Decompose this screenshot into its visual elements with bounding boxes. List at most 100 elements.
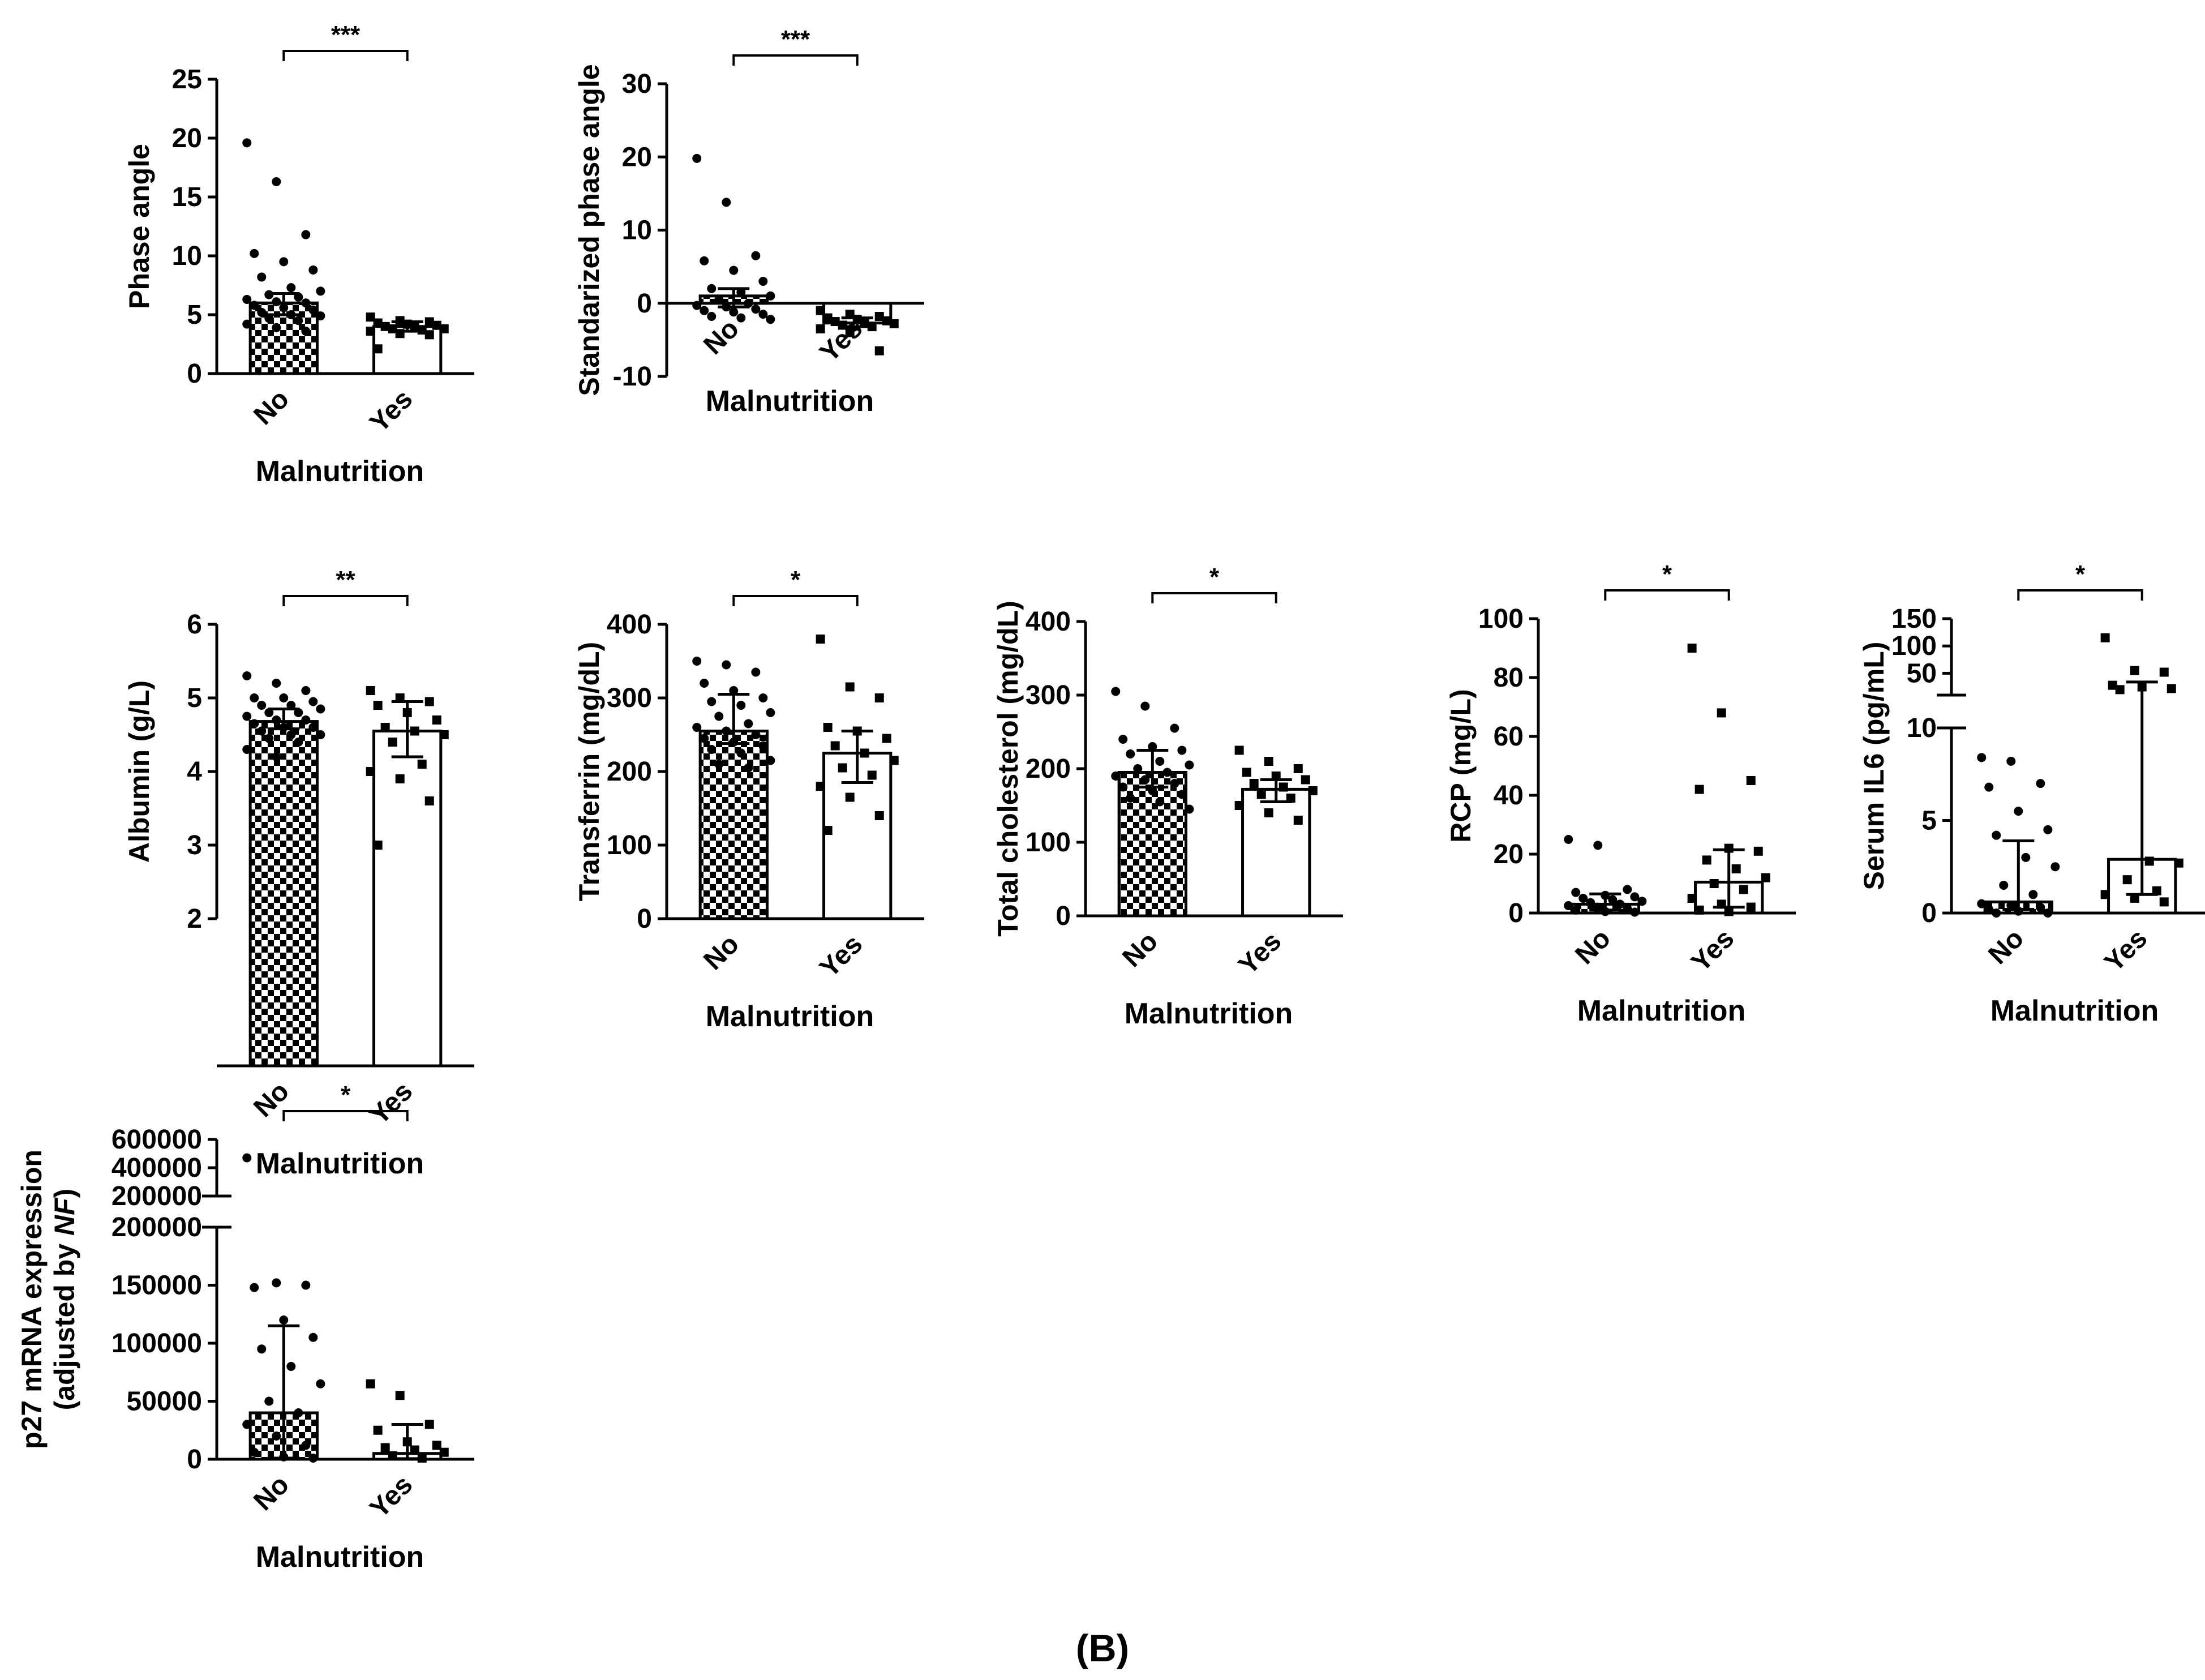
data-point-no	[1177, 745, 1187, 755]
data-point-yes	[1249, 779, 1259, 788]
y-tick-label: 60	[1494, 722, 1524, 752]
data-point-no	[1126, 794, 1135, 803]
data-point-no	[257, 272, 267, 282]
data-point-yes	[395, 774, 405, 783]
data-point-yes	[874, 811, 884, 820]
data-point-no	[242, 712, 252, 721]
y-axis-label: Total cholesterol (mg/dL)	[992, 601, 1024, 937]
data-point-yes	[424, 317, 434, 327]
data-point-no	[272, 323, 281, 332]
data-point-yes	[2100, 890, 2110, 899]
data-point-no	[1999, 880, 2009, 890]
data-point-yes	[816, 782, 825, 791]
data-point-yes	[395, 1391, 405, 1400]
data-point-yes	[1739, 885, 1748, 894]
data-point-no	[301, 230, 311, 239]
data-point-no	[316, 730, 325, 739]
data-point-yes	[1293, 764, 1303, 773]
y-tick-label: 80	[1494, 663, 1524, 693]
data-point-yes	[2122, 875, 2132, 885]
chart-3: 2 3 4 5 6 ** No Yes Malnutrition Albumin (g/L)	[123, 566, 474, 1180]
data-point-no	[272, 297, 281, 307]
data-point-no	[264, 1396, 274, 1406]
data-point-no	[1578, 894, 1588, 903]
data-point-yes	[1687, 894, 1697, 903]
data-point-yes	[1234, 745, 1244, 755]
data-point-no	[1170, 779, 1179, 788]
data-point-no	[1623, 885, 1632, 894]
y-tick-label: 10	[1907, 713, 1937, 743]
x-tick-label-yes: Yes	[1685, 923, 1740, 978]
data-point-no	[1185, 804, 1194, 814]
data-point-no	[2043, 908, 2053, 918]
y-tick-label: 400000	[111, 1153, 202, 1183]
data-point-no	[242, 1420, 252, 1429]
data-point-no	[257, 1344, 267, 1354]
data-point-yes	[380, 723, 390, 732]
data-point-no	[279, 257, 289, 267]
data-point-no	[736, 701, 746, 710]
data-point-no	[2006, 901, 2016, 910]
data-point-yes	[1234, 801, 1244, 810]
data-point-no	[1155, 757, 1165, 766]
y-tick-label: 100	[607, 830, 652, 860]
data-point-yes	[882, 734, 891, 743]
data-point-no	[308, 697, 318, 706]
data-point-no	[744, 719, 753, 728]
y-tick-label: 100	[1478, 604, 1524, 634]
data-point-no	[1564, 901, 1573, 910]
x-tick-label-yes: Yes	[814, 929, 868, 983]
y-tick-label: 10	[622, 216, 652, 246]
bar-yes	[372, 730, 443, 1068]
data-point-yes	[1717, 708, 1726, 718]
data-point-yes	[417, 760, 427, 769]
data-point-no	[736, 748, 746, 758]
data-point-yes	[816, 306, 825, 315]
data-point-no	[1984, 905, 1994, 914]
bar-no	[698, 730, 769, 920]
y-tick-label: 5	[187, 683, 202, 713]
data-point-no	[286, 283, 296, 293]
data-point-no	[279, 693, 289, 702]
data-point-yes	[1694, 905, 1704, 915]
y-axis-label: Albumin (g/L)	[123, 680, 155, 863]
data-point-yes	[845, 328, 855, 337]
data-point-no	[250, 693, 259, 702]
data-point-no	[1140, 775, 1150, 785]
y-tick-label: 2	[187, 904, 202, 934]
y-axis-label-part: (adjusted by	[49, 1236, 80, 1410]
data-point-yes	[874, 312, 884, 322]
chart-6: 0 20 40 60 80 100 * No Yes Malnutrition RCP (mg/L)	[1445, 560, 1796, 1027]
data-point-yes	[1694, 785, 1704, 794]
x-tick-label-no: No	[1983, 923, 2030, 970]
data-point-no	[1608, 895, 1618, 905]
data-point-yes	[1687, 644, 1697, 653]
y-tick-label: 200	[607, 757, 652, 787]
y-tick-label: 100	[1891, 631, 1937, 661]
data-point-no	[286, 730, 296, 739]
y-tick-label: 200000	[111, 1181, 202, 1211]
significance-bracket	[282, 1110, 409, 1121]
y-tick-label: 0	[637, 904, 652, 934]
data-point-yes	[1753, 846, 1763, 856]
data-point-no	[294, 738, 303, 747]
data-point-yes	[830, 741, 840, 751]
data-point-no	[272, 752, 281, 761]
data-point-no	[729, 307, 739, 317]
data-point-yes	[874, 346, 884, 355]
data-point-no	[1977, 753, 1987, 762]
data-point-no	[242, 745, 252, 754]
x-tick-label-yes: Yes	[1233, 926, 1287, 980]
significance-label: ***	[331, 21, 361, 49]
data-point-yes	[1724, 907, 1734, 916]
y-axis-label-part: NF	[49, 1197, 80, 1236]
significance-label: *	[1209, 563, 1220, 591]
data-point-yes	[388, 738, 397, 747]
significance-label: *	[341, 1081, 351, 1109]
data-point-yes	[867, 770, 877, 780]
data-point-yes	[1746, 902, 1756, 912]
data-point-no	[2043, 825, 2053, 834]
data-point-yes	[1242, 768, 1251, 777]
